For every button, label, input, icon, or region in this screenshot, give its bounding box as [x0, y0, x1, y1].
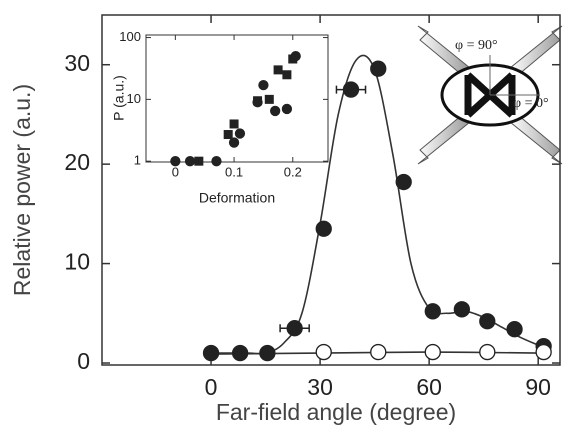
inset-x-label: Deformation	[199, 190, 275, 206]
point	[479, 343, 496, 361]
point	[282, 70, 292, 80]
point	[229, 119, 239, 129]
inset-y-label: P (a.u.)	[111, 75, 127, 121]
point	[453, 301, 471, 318]
y-tick-label: 100	[119, 29, 141, 44]
point	[535, 343, 552, 361]
x-tick-label: 60	[416, 374, 442, 400]
point	[395, 173, 412, 191]
x-tick-label: 0	[172, 164, 179, 179]
annotation: φ = 90°	[455, 38, 498, 53]
point	[184, 156, 196, 167]
point	[281, 103, 293, 115]
y-tick-label: 0	[77, 348, 90, 374]
x-tick-label: 0	[205, 374, 218, 400]
x-tick-label: 0.2	[284, 164, 302, 179]
y-tick-label: 20	[64, 149, 90, 175]
x-axis-label: Far-field angle (degree)	[216, 399, 456, 425]
point	[258, 79, 269, 91]
plot-frame	[101, 14, 561, 366]
point	[202, 344, 220, 362]
point	[288, 54, 298, 64]
point	[424, 343, 441, 361]
y-tick-label: 1	[134, 153, 141, 168]
y-tick-label: 10	[64, 249, 90, 275]
point	[424, 303, 441, 320]
schematic	[417, 25, 563, 165]
point	[273, 65, 283, 75]
point	[315, 343, 332, 361]
point	[228, 137, 240, 148]
point	[223, 130, 233, 140]
x-tick-label: 0.1	[225, 164, 243, 179]
point	[315, 220, 332, 237]
point	[370, 343, 387, 361]
point	[253, 96, 263, 106]
y-tick-label: 10	[127, 91, 141, 106]
point	[270, 105, 281, 117]
point	[342, 81, 360, 98]
x-tick-label: 30	[307, 374, 333, 400]
point	[479, 313, 496, 330]
annotation: φ = 0°	[513, 96, 549, 111]
x-tick-label: 90	[525, 374, 551, 400]
point	[211, 156, 222, 167]
point	[231, 344, 249, 362]
y-axis-label: Relative power (a.u.)	[9, 84, 35, 296]
point	[259, 344, 276, 362]
arrow	[509, 114, 563, 165]
point	[170, 156, 181, 167]
point	[286, 320, 303, 337]
point	[370, 60, 387, 77]
y-tick-label: 30	[64, 50, 90, 76]
point	[234, 128, 246, 139]
point	[194, 156, 204, 166]
point	[506, 321, 523, 338]
arrow	[509, 25, 563, 76]
arrow	[417, 114, 471, 165]
point	[264, 94, 274, 104]
